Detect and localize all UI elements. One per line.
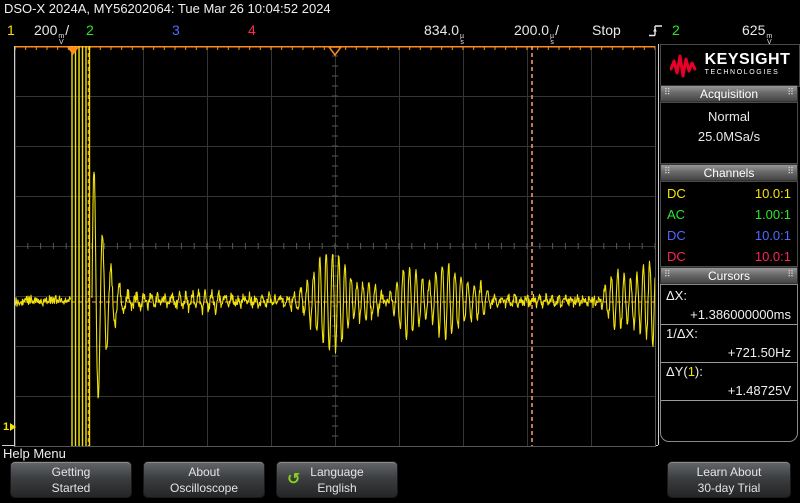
channel-4-key[interactable]: 4 [248,22,256,38]
status-bar: 1 200 m V/ 2 3 4 834.0 µ s 200.0 µ s / Stop 2 6… [0,20,800,46]
softkey-getting-started[interactable]: Getting Started [10,461,132,498]
grip-icon: ⠿ [787,270,794,280]
inverse-delta-x-label: 1/ΔX: [666,326,698,341]
ground-marker-label: 1 [3,421,10,433]
channel-row: DC 10.0:1 [667,249,791,264]
grip-icon: ⠿ [664,88,671,98]
brand-sub: TECHNOLOGIES [704,68,780,76]
cursors-header-label: Cursors [707,268,750,283]
channel-1-scale[interactable]: 200 m V / [34,22,69,46]
sidebar: KEYSIGHT TECHNOLOGIES ⠿ Acquisition ⠿ No… [658,44,800,445]
keysight-logo: KEYSIGHT TECHNOLOGIES [660,44,800,87]
grip-icon: ⠿ [664,167,671,177]
window-title: DSO-X 2024A, MY56202064: Tue Mar 26 10:0… [4,1,331,16]
channel-1-key[interactable]: 1 [7,22,15,38]
acquisition-header-label: Acquisition [699,86,759,101]
language-refresh-icon: ↺ [287,469,301,488]
ground-marker-arrow-icon [10,423,17,431]
cursors-panel: ΔX: +1.386000000ms 1/ΔX: +721.50Hz ΔY(1)… [660,284,798,442]
channel-row: DC 10.0:1 [667,228,791,243]
trigger-edge-icon [648,23,663,41]
sample-rate: 25.0MSa/s [697,129,761,144]
trigger-source[interactable]: 2 [672,22,680,38]
delta-y-value: +1.48725V [661,381,797,401]
channel-row: DC 10.0:1 [667,186,791,201]
channel-2-key[interactable]: 2 [86,22,94,38]
acquisition-mode: Normal [708,109,750,124]
delta-y-label: ΔY(1): [666,364,703,379]
run-state: Stop [592,22,621,38]
per-div-slash: / [65,22,70,38]
softkey-about-oscilloscope[interactable]: About Oscilloscope [143,461,265,498]
trigger-level[interactable]: 625 m V [742,22,773,46]
acquisition-panel: Normal 25.0MSa/s [660,102,798,164]
grip-icon: ⠿ [664,270,671,280]
channel-1-ground-marker: 1 [3,420,17,434]
channel-1-scale-value: 200 [34,22,58,38]
brand-name: KEYSIGHT [704,50,791,68]
softkey-learn-trial[interactable]: Learn About 30-day Trial [667,461,791,498]
graticule [14,46,656,447]
cursors-header[interactable]: ⠿ Cursors ⠿ [660,267,798,284]
channel-3-key[interactable]: 3 [172,22,180,38]
horizontal-delay[interactable]: 834.0 µ s [424,22,465,46]
delta-x-label: ΔX: [666,288,687,303]
timebase-scale[interactable]: 200.0 µ s / [514,22,559,46]
waveform-trace [15,46,655,446]
channels-panel: DC 10.0:1 AC 1.00:1 DC 10.0:1 DC 10.0:1 [660,181,798,267]
keysight-spark-icon [669,54,697,77]
channel-row: AC 1.00:1 [667,207,791,222]
softkey-language[interactable]: ↺ Language English [276,461,398,498]
channels-header[interactable]: ⠿ Channels ⠿ [660,164,798,181]
delta-x-value: +1.386000000ms [661,305,797,325]
menu-title: Help Menu [3,446,66,461]
waveform-display: 1 [2,44,658,447]
grip-icon: ⠿ [787,167,794,177]
delta-y-channel: 1 [687,364,695,379]
acquisition-header[interactable]: ⠿ Acquisition ⠿ [660,85,798,102]
inverse-delta-x-value: +721.50Hz [661,343,797,363]
channels-header-label: Channels [703,165,755,180]
grip-icon: ⠿ [787,88,794,98]
